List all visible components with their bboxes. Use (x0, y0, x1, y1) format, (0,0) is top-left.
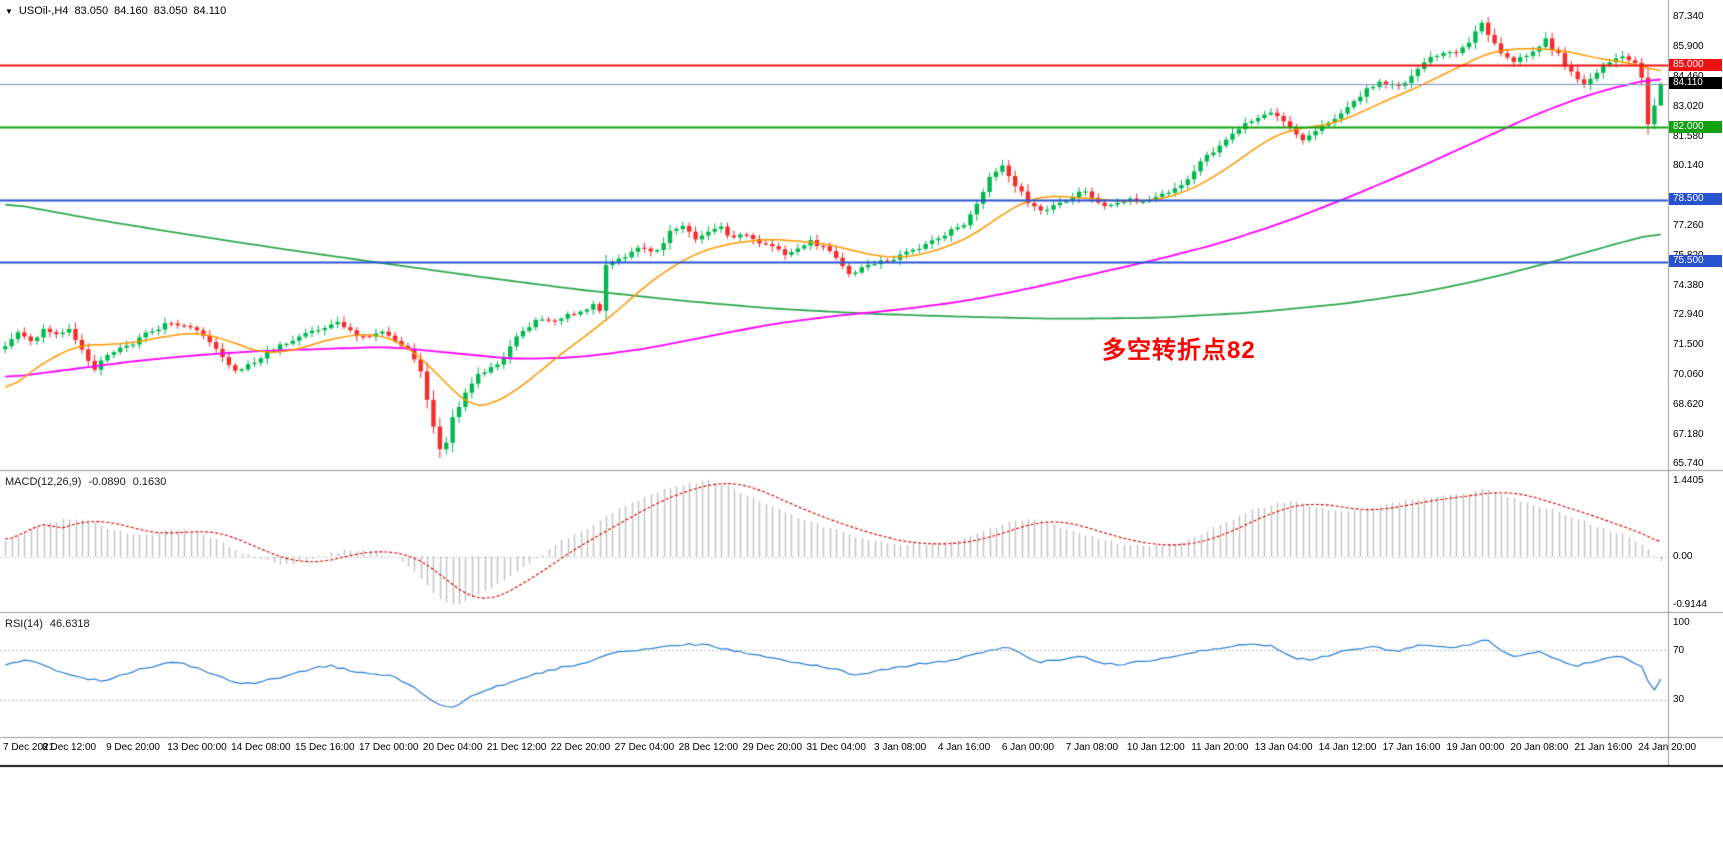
price-axis-label: 70.060 (1673, 369, 1704, 381)
macd-name: MACD(12,26,9) (5, 476, 82, 488)
time-axis-label: 27 Dec 04:00 (614, 742, 675, 753)
time-axis-label: 4 Jan 16:00 (937, 742, 991, 753)
time-axis-label: 3 Jan 08:00 (873, 742, 927, 753)
macd-signal-value: 0.1630 (132, 476, 167, 488)
price-axis-label: 77.260 (1673, 219, 1704, 231)
macd-indicator-label: MACD(12,26,9) -0.0890 0.1630 (5, 476, 166, 488)
rsi-axis-label: 30 (1673, 694, 1685, 706)
price-axis-label: 71.500 (1673, 339, 1704, 351)
time-axis-label: 7 Dec 2021 (3, 742, 55, 753)
time-axis-label: 10 Jan 12:00 (1126, 742, 1185, 753)
time-axis-label: 7 Jan 08:00 (1065, 742, 1119, 753)
price-axis-label: 65.740 (1673, 458, 1704, 470)
macd-axis-label: 1.4405 (1673, 474, 1704, 486)
rsi-value: 46.6318 (49, 618, 90, 630)
price-axis-label: 85.900 (1673, 41, 1704, 53)
price-axis-label: 87.340 (1673, 11, 1704, 23)
symbol-info-line: ▼ USOil-,H4 83.050 84.160 83.050 84.110 (5, 5, 226, 17)
time-axis-label: 20 Dec 04:00 (422, 742, 483, 753)
price-axis-label: 80.140 (1673, 160, 1704, 172)
time-axis-label: 6 Jan 00:00 (1001, 742, 1055, 753)
time-axis-label: 22 Dec 20:00 (550, 742, 611, 753)
time-axis-label: 29 Dec 20:00 (742, 742, 803, 753)
rsi-axis-label: 70 (1673, 644, 1685, 656)
ohlc-open: 83.050 (74, 5, 109, 17)
price-axis-label: 74.380 (1673, 279, 1704, 291)
rsi-axis-label: 100 (1673, 616, 1690, 628)
hline-price-badge: 78.500 (1669, 193, 1722, 206)
macd-axis-label: -0.9144 (1673, 599, 1707, 611)
time-axis-label: 11 Jan 20:00 (1191, 742, 1249, 753)
chart-annotation-text: 多空转折点82 (1102, 337, 1256, 364)
time-axis-label: 13 Dec 00:00 (167, 742, 227, 753)
time-axis-label: 17 Dec 00:00 (358, 742, 419, 753)
hline-price-badge: 85.000 (1669, 58, 1722, 71)
time-axis-label: 31 Dec 04:00 (806, 742, 866, 753)
time-axis-label: 9 Dec 20:00 (106, 742, 160, 753)
symbol-timeframe: USOil-,H4 (18, 5, 69, 17)
rsi-indicator-label: RSI(14) 46.6318 (5, 618, 90, 630)
time-axis-label: 20 Jan 08:00 (1510, 742, 1569, 753)
time-axis-label: 14 Jan 12:00 (1318, 742, 1377, 753)
current-price-badge: 84.110 (1669, 77, 1722, 90)
time-axis-label: 15 Dec 16:00 (295, 742, 355, 753)
time-axis-label: 28 Dec 12:00 (678, 742, 739, 753)
macd-main-value: -0.0890 (88, 476, 126, 488)
price-axis-label: 83.020 (1673, 100, 1704, 112)
price-axis-label: 81.580 (1673, 130, 1704, 142)
price-axis-label: 84.460 (1673, 70, 1704, 82)
ohlc-low: 83.050 (153, 5, 188, 17)
time-axis-label: 19 Jan 00:00 (1446, 742, 1505, 753)
time-axis-label: 21 Dec 12:00 (486, 742, 547, 753)
price-axis-label: 72.940 (1673, 309, 1704, 321)
rsi-name: RSI(14) (5, 618, 43, 630)
hline-price-badge: 82.000 (1669, 120, 1722, 133)
ohlc-high: 84.160 (114, 5, 148, 17)
ohlc-close: 84.110 (193, 5, 227, 17)
price-axis-label: 75.820 (1673, 249, 1704, 261)
time-axis-label: 8 Dec 12:00 (42, 742, 97, 753)
chart-dropdown-icon[interactable]: ▼ (5, 6, 13, 16)
time-axis-label: 14 Dec 08:00 (231, 742, 291, 753)
price-axis-label: 67.180 (1673, 428, 1704, 440)
time-axis-label: 13 Jan 04:00 (1254, 742, 1313, 753)
time-axis-label: 17 Jan 16:00 (1382, 742, 1441, 753)
macd-axis-label: 0.00 (1673, 551, 1693, 563)
time-axis-label: 21 Jan 16:00 (1574, 742, 1633, 753)
price-axis-label: 68.620 (1673, 398, 1704, 410)
time-axis-label: 24 Jan 20:00 (1638, 742, 1697, 753)
hline-price-badge: 75.500 (1669, 255, 1722, 268)
